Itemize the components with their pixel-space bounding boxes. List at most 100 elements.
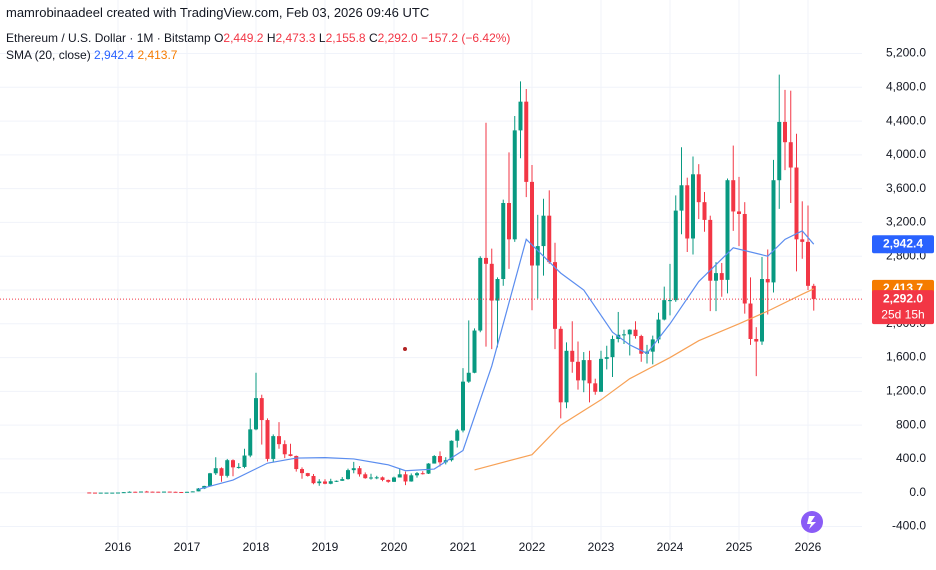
- candle-body: [472, 330, 477, 373]
- candle-body: [231, 460, 235, 468]
- candle-body: [190, 491, 195, 493]
- candle-body: [236, 466, 241, 468]
- candle-body: [547, 215, 552, 263]
- candle-body: [374, 477, 379, 479]
- candle-body: [162, 491, 166, 493]
- candle-body: [558, 328, 563, 403]
- candle-body: [317, 481, 322, 484]
- candle-body: [576, 361, 580, 381]
- candle-body: [409, 475, 414, 482]
- candle-body: [300, 469, 304, 474]
- candle-body: [167, 491, 172, 493]
- price-label-box: [872, 290, 934, 325]
- candle-body: [357, 468, 362, 475]
- candle-body: [478, 257, 483, 331]
- candle-body: [691, 174, 695, 239]
- candle-body: [415, 473, 419, 476]
- change: −157.2 (−6.42%): [421, 31, 511, 45]
- candle-body: [420, 473, 425, 475]
- candle-body: [242, 455, 247, 467]
- candle-body: [783, 121, 787, 143]
- candle-body: [311, 475, 316, 484]
- candle-body: [518, 101, 523, 131]
- sma1-value: 2,942.4: [94, 48, 135, 62]
- candle-body: [719, 273, 724, 280]
- candle-body: [104, 492, 109, 494]
- candle-body: [363, 474, 368, 479]
- y-tick-label: 3,600.0: [886, 181, 926, 195]
- candle-body: [397, 474, 402, 478]
- y-tick-label: 3,200.0: [886, 215, 926, 229]
- x-tick-label: 2016: [105, 540, 132, 554]
- x-tick-label: 2018: [243, 540, 270, 554]
- candle-body: [714, 273, 718, 281]
- close: 2,292.0: [377, 31, 418, 45]
- sma-row: SMA (20, close) 2,942.4 2,413.7: [6, 48, 177, 62]
- candle-body: [633, 329, 638, 337]
- candle-body: [426, 463, 431, 474]
- candle-body: [403, 474, 408, 482]
- candle-body: [323, 481, 327, 484]
- price-label-box: [872, 235, 934, 254]
- candle-body: [328, 481, 333, 484]
- candle-body: [811, 285, 816, 300]
- y-tick-label: 4,400.0: [886, 113, 926, 127]
- legend-row: Ethereum / U.S. Dollar · 1M · Bitstamp O…: [6, 31, 510, 45]
- candle-body: [449, 440, 454, 461]
- candle-body: [127, 491, 132, 493]
- candle-body: [535, 246, 540, 266]
- candle-body: [466, 372, 471, 382]
- price-label: 2,292.0: [883, 291, 923, 305]
- candle-body: [208, 473, 212, 486]
- candle-body: [259, 398, 264, 421]
- x-tick-label: 2019: [312, 540, 339, 554]
- candle-body: [731, 180, 736, 212]
- candle-body: [87, 492, 92, 494]
- candle-body: [541, 215, 546, 247]
- candle-body: [777, 121, 782, 181]
- sma-name: SMA (20, close): [6, 48, 91, 62]
- candle-body: [110, 492, 115, 494]
- candle-body: [265, 420, 270, 459]
- candle-body: [564, 350, 569, 403]
- low: 2,155.8: [325, 31, 366, 45]
- price-label: 2,942.4: [883, 236, 923, 250]
- candle-body: [156, 491, 161, 493]
- candle-body: [765, 279, 770, 283]
- candle-body: [702, 202, 707, 220]
- candle-body: [604, 357, 609, 359]
- x-tick-label: 2021: [450, 540, 477, 554]
- candle-body: [144, 491, 149, 493]
- y-tick-label: -400.0: [892, 519, 926, 533]
- candle-body: [725, 180, 730, 280]
- price-axis: -400.00.0400.0800.01,200.01,600.02,000.0…: [862, 0, 936, 570]
- candle-body: [760, 279, 764, 342]
- sma-line: [474, 288, 815, 471]
- candle-body: [225, 460, 230, 476]
- y-tick-label: 4,800.0: [886, 79, 926, 93]
- c-label: C: [368, 31, 378, 45]
- candle-body: [656, 319, 661, 340]
- y-tick-label: 4,000.0: [886, 147, 926, 161]
- sma2-value: 2,413.7: [137, 48, 178, 62]
- x-tick-label: 2017: [174, 540, 201, 554]
- candle-body: [685, 185, 690, 239]
- candle-body: [639, 336, 644, 354]
- y-tick-label: 5,200.0: [886, 46, 926, 60]
- candle-body: [334, 480, 339, 482]
- candle-body: [438, 456, 442, 463]
- candle-body: [673, 210, 678, 301]
- marker-dot: [403, 347, 407, 351]
- y-tick-label: 800.0: [896, 417, 926, 431]
- candle-body: [386, 479, 391, 482]
- candle-body: [599, 358, 603, 392]
- countdown: 25d 15h: [881, 307, 924, 321]
- o-label: O: [214, 31, 224, 45]
- candle-body: [432, 456, 437, 464]
- candle-body: [501, 203, 506, 280]
- y-tick-label: 400.0: [896, 451, 926, 465]
- candle-body: [173, 491, 178, 493]
- candle-body: [121, 492, 126, 494]
- symbol: Ethereum / U.S. Dollar · 1M · Bitstamp: [6, 31, 211, 45]
